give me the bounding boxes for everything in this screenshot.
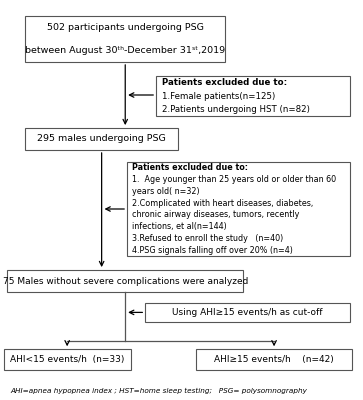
- Text: Patients excluded due to:: Patients excluded due to:: [162, 78, 287, 87]
- Text: 502 participants undergoing PSG: 502 participants undergoing PSG: [47, 23, 204, 32]
- FancyBboxPatch shape: [25, 128, 178, 150]
- Text: Patients excluded due to:: Patients excluded due to:: [132, 163, 249, 172]
- Text: Using AHI≥15 events/h as cut-off: Using AHI≥15 events/h as cut-off: [172, 308, 323, 317]
- Text: 1.  Age younger than 25 years old or older than 60: 1. Age younger than 25 years old or olde…: [132, 175, 337, 184]
- FancyBboxPatch shape: [156, 76, 350, 116]
- Text: 295 males undergoing PSG: 295 males undergoing PSG: [37, 134, 166, 144]
- Text: AHI=apnea hypopnea index ; HST=home sleep testing;   PSG= polysomnography: AHI=apnea hypopnea index ; HST=home slee…: [11, 388, 308, 394]
- Text: infections, et al(n=144): infections, et al(n=144): [132, 222, 227, 231]
- Text: 3.Refused to enroll the study   (n=40): 3.Refused to enroll the study (n=40): [132, 234, 284, 243]
- Text: years old( n=32): years old( n=32): [132, 187, 200, 196]
- Text: 75 Males without severe complications were analyzed: 75 Males without severe complications we…: [3, 276, 248, 286]
- Text: 4.PSG signals falling off over 20% (n=4): 4.PSG signals falling off over 20% (n=4): [132, 246, 293, 255]
- Text: AHI<15 events/h  (n=33): AHI<15 events/h (n=33): [10, 355, 125, 364]
- Text: between August 30ᵗʰ-December 31ˢᵗ,2019: between August 30ᵗʰ-December 31ˢᵗ,2019: [25, 46, 225, 55]
- FancyBboxPatch shape: [127, 162, 350, 256]
- FancyBboxPatch shape: [7, 270, 243, 292]
- Text: 2.Complicated with heart diseases, diabetes,: 2.Complicated with heart diseases, diabe…: [132, 199, 314, 208]
- Text: AHI≥15 events/h    (n=42): AHI≥15 events/h (n=42): [214, 355, 334, 364]
- FancyBboxPatch shape: [25, 16, 225, 62]
- Text: 2.Patients undergoing HST (n=82): 2.Patients undergoing HST (n=82): [162, 105, 309, 114]
- Text: 1.Female patients(n=125): 1.Female patients(n=125): [162, 92, 275, 100]
- FancyBboxPatch shape: [4, 349, 131, 370]
- FancyBboxPatch shape: [196, 349, 352, 370]
- FancyBboxPatch shape: [145, 303, 350, 322]
- Text: chronic airway diseases, tumors, recently: chronic airway diseases, tumors, recentl…: [132, 210, 300, 219]
